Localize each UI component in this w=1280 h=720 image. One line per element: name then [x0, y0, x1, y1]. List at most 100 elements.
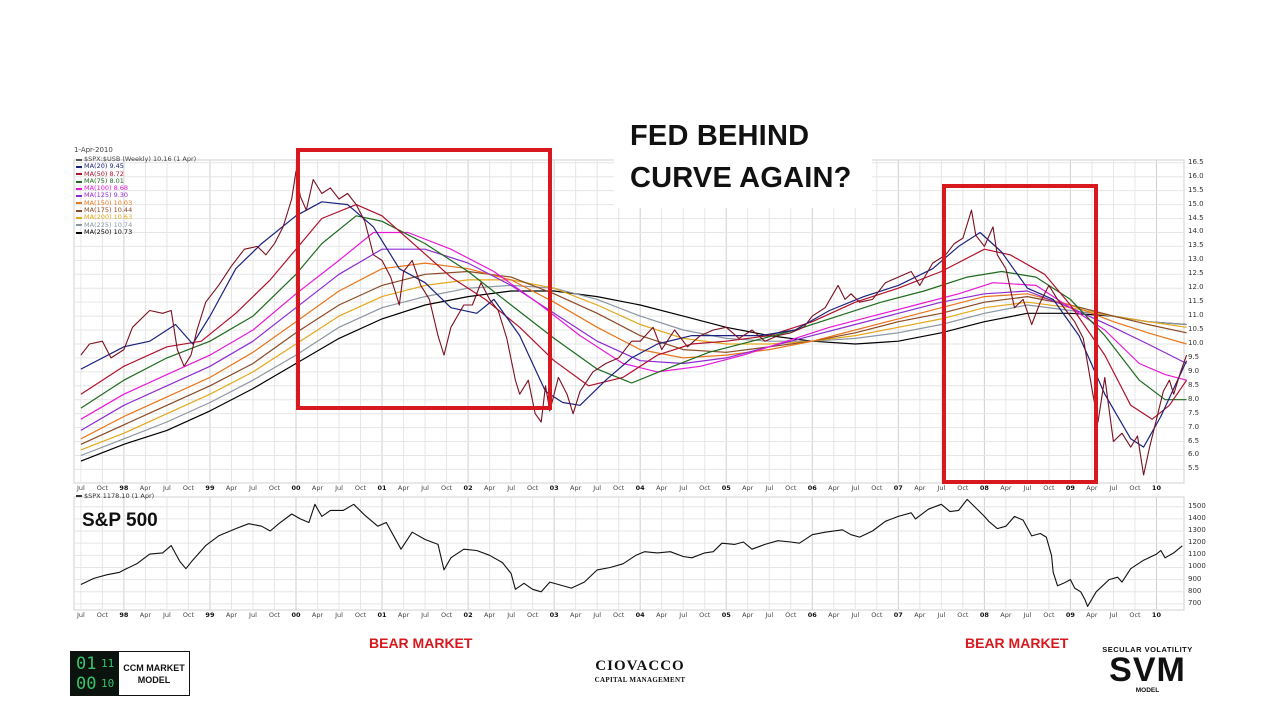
- x-tick-label: 01: [377, 484, 387, 492]
- x-tick-label: Apr: [311, 611, 324, 619]
- y-tick-label: 15.5: [1188, 185, 1204, 194]
- x-tick-label: 08: [979, 611, 989, 619]
- x-tick-label: Oct: [354, 484, 367, 492]
- ccm-logo-line-2: MODEL: [137, 674, 171, 685]
- x-tick-label: Apr: [656, 484, 668, 492]
- x-tick-label: Jul: [679, 611, 688, 619]
- bear-market-highlight-boxes: [296, 148, 1098, 484]
- legend-label: MA(175) 10.44: [84, 206, 133, 215]
- x-tick-label: Apr: [742, 484, 754, 492]
- x-tick-label: Apr: [656, 611, 668, 619]
- ma-125-line: [80, 248, 1187, 431]
- x-tick-label: Jul: [1109, 611, 1118, 619]
- x-tick-label: Apr: [828, 484, 840, 492]
- x-tick-label: 05: [721, 611, 731, 619]
- binary-digits-icon: 01 11 00 10: [71, 652, 119, 695]
- x-tick-label: Jul: [507, 611, 516, 619]
- x-tick-label: Apr: [225, 484, 238, 492]
- ma-100-line: [80, 231, 1187, 420]
- y-tick-label: 1500: [1188, 501, 1206, 510]
- x-tick-label: Jul: [335, 484, 343, 492]
- x-tick-label: Jul: [76, 611, 85, 619]
- y-tick-label: 12.0: [1188, 283, 1204, 292]
- x-tick-label: 03: [549, 484, 559, 492]
- chart-title-box: FED BEHIND CURVE AGAIN?: [614, 116, 872, 208]
- legend-swatch: [76, 195, 82, 198]
- y-tick-label: 13.0: [1188, 255, 1204, 264]
- legend-label: MA(200) 10.63: [84, 213, 133, 222]
- x-tick-label: Jul: [249, 611, 257, 619]
- x-tick-label: Apr: [570, 611, 582, 619]
- ccm-logo-line-1: CCM MARKET: [123, 662, 185, 673]
- y-tick-label: 900: [1188, 574, 1202, 583]
- x-tick-label: Oct: [699, 611, 711, 619]
- bear-market-label-1: BEAR MARKET: [369, 635, 473, 651]
- legend-swatch: [76, 217, 82, 220]
- x-tick-label: 02: [463, 484, 473, 492]
- legend-swatch: [76, 231, 82, 234]
- spx-panel-title: S&P 500: [82, 510, 158, 531]
- x-tick-label: Jul: [937, 484, 946, 492]
- x-tick-label: 09: [1065, 611, 1075, 619]
- x-tick-label: Apr: [225, 611, 238, 619]
- y-tick-label: 16.5: [1188, 157, 1204, 166]
- x-tick-label: Oct: [1129, 611, 1141, 619]
- x-tick-label: Apr: [914, 484, 926, 492]
- x-tick-label: Apr: [1086, 484, 1098, 492]
- x-tick-label: Oct: [96, 611, 109, 619]
- spx-legend: $SPX 1178.10 (1 Apr): [76, 492, 154, 500]
- y-tick-label: 5.5: [1188, 464, 1200, 473]
- y-tick-label: 800: [1188, 586, 1202, 595]
- x-tick-label: Apr: [483, 611, 496, 619]
- y-tick-label: 10.0: [1188, 338, 1204, 347]
- x-tick-label: 10: [1151, 611, 1161, 619]
- x-tick-label: Oct: [268, 611, 281, 619]
- x-tick-label: 07: [893, 611, 903, 619]
- legend-label: MA(100) 8.68: [84, 184, 129, 193]
- legend-swatch: [76, 173, 82, 176]
- x-tick-label: Oct: [871, 611, 883, 619]
- x-tick-label: Oct: [268, 484, 281, 492]
- chart-title-line-2: CURVE AGAIN?: [630, 162, 852, 194]
- x-tick-label: Apr: [483, 484, 496, 492]
- main-chart-grid: [73, 159, 1185, 484]
- x-tick-label: 99: [205, 484, 215, 492]
- legend-item: MA(125) 9.30: [76, 192, 196, 199]
- spx-chart-series: [80, 498, 1183, 607]
- x-tick-label: 00: [291, 484, 301, 492]
- x-tick-label: 09: [1065, 484, 1075, 492]
- x-tick-label: Apr: [1000, 611, 1012, 619]
- x-tick-label: Jul: [507, 484, 516, 492]
- x-tick-label: Jul: [335, 611, 343, 619]
- x-tick-label: Apr: [397, 484, 410, 492]
- x-tick-label: Oct: [613, 611, 625, 619]
- x-tick-label: Jul: [163, 484, 171, 492]
- ma-20-line: [80, 201, 1188, 448]
- ma-175-line: [80, 270, 1187, 445]
- x-tick-label: Oct: [354, 611, 367, 619]
- x-tick-label: Apr: [914, 611, 926, 619]
- x-tick-label: Apr: [397, 611, 410, 619]
- legend-swatch: [76, 165, 82, 168]
- x-tick-label: Oct: [527, 484, 539, 492]
- y-tick-label: 8.0: [1188, 394, 1200, 403]
- bear-market-box-1: [296, 148, 552, 410]
- x-tick-label: 05: [721, 484, 731, 492]
- x-tick-label: Oct: [182, 611, 195, 619]
- x-tick-label: 03: [549, 611, 559, 619]
- x-tick-label: Apr: [570, 484, 582, 492]
- x-tick-label: Jul: [765, 484, 774, 492]
- ccm-market-model-logo: 01 11 00 10 CCM MARKET MODEL: [70, 651, 190, 696]
- x-tick-label: 10: [1151, 484, 1161, 492]
- x-tick-label: 01: [377, 611, 387, 619]
- legend-label: MA(20) 9.45: [84, 162, 124, 171]
- y-tick-label: 7.5: [1188, 408, 1200, 417]
- ccm-digit: 01: [76, 654, 97, 674]
- legend-item: MA(75) 8.01: [76, 177, 196, 185]
- x-tick-label: 02: [463, 611, 473, 619]
- x-tick-label: Oct: [96, 484, 109, 492]
- y-tick-label: 1300: [1188, 526, 1206, 535]
- svm-logo-line-3: MODEL: [1135, 687, 1160, 694]
- y-tick-label: 1100: [1188, 550, 1206, 559]
- spx-legend-swatch: [76, 495, 82, 497]
